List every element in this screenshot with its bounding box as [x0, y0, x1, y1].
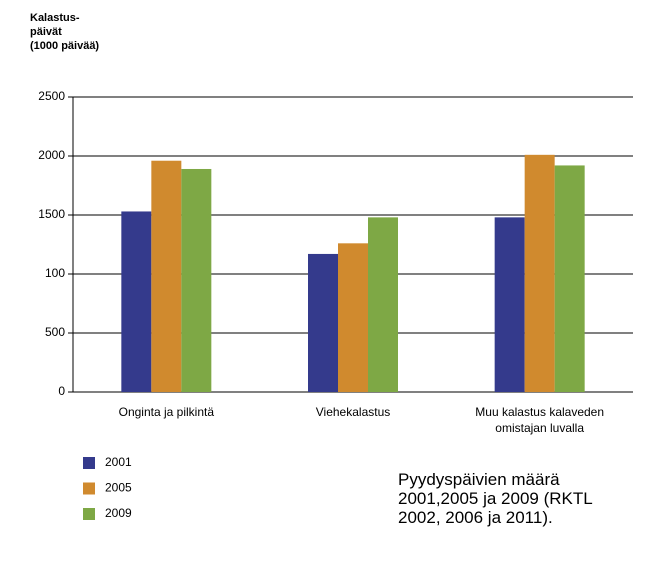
- bar: [181, 168, 212, 392]
- bar: [308, 253, 338, 392]
- bar: [338, 243, 368, 392]
- y-tick-label: 0: [58, 384, 65, 398]
- legend-label: 2001: [105, 455, 132, 469]
- y-tick-label: 2500: [38, 89, 65, 103]
- bar: [494, 217, 525, 392]
- y-axis-title: Kalastus- päivät (1000 päivää): [30, 12, 100, 52]
- bar: [554, 165, 585, 392]
- legend-swatch: [83, 508, 95, 520]
- y-tick-label: 500: [45, 325, 65, 339]
- x-tick-label: Viehekalastus: [315, 405, 391, 419]
- legend-swatch: [83, 482, 95, 495]
- legend-label: 2009: [105, 506, 132, 520]
- annotation: Pyydyspäivien määrä 2001,2005 ja 2009 (R…: [398, 470, 593, 527]
- y-tick-label: 100: [45, 266, 65, 280]
- y-tick-label: 2000: [38, 148, 65, 162]
- bar: [368, 217, 398, 392]
- bar: [151, 160, 182, 392]
- y-tick-label: 1500: [38, 207, 65, 221]
- bar: [524, 154, 555, 392]
- x-tick-label: Muu kalastus kalaveden omistajan luvalla: [475, 405, 605, 435]
- legend-swatch: [83, 457, 95, 469]
- x-tick-label: Onginta ja pilkintä: [118, 405, 215, 419]
- legend-label: 2005: [105, 481, 132, 495]
- bar: [121, 211, 152, 392]
